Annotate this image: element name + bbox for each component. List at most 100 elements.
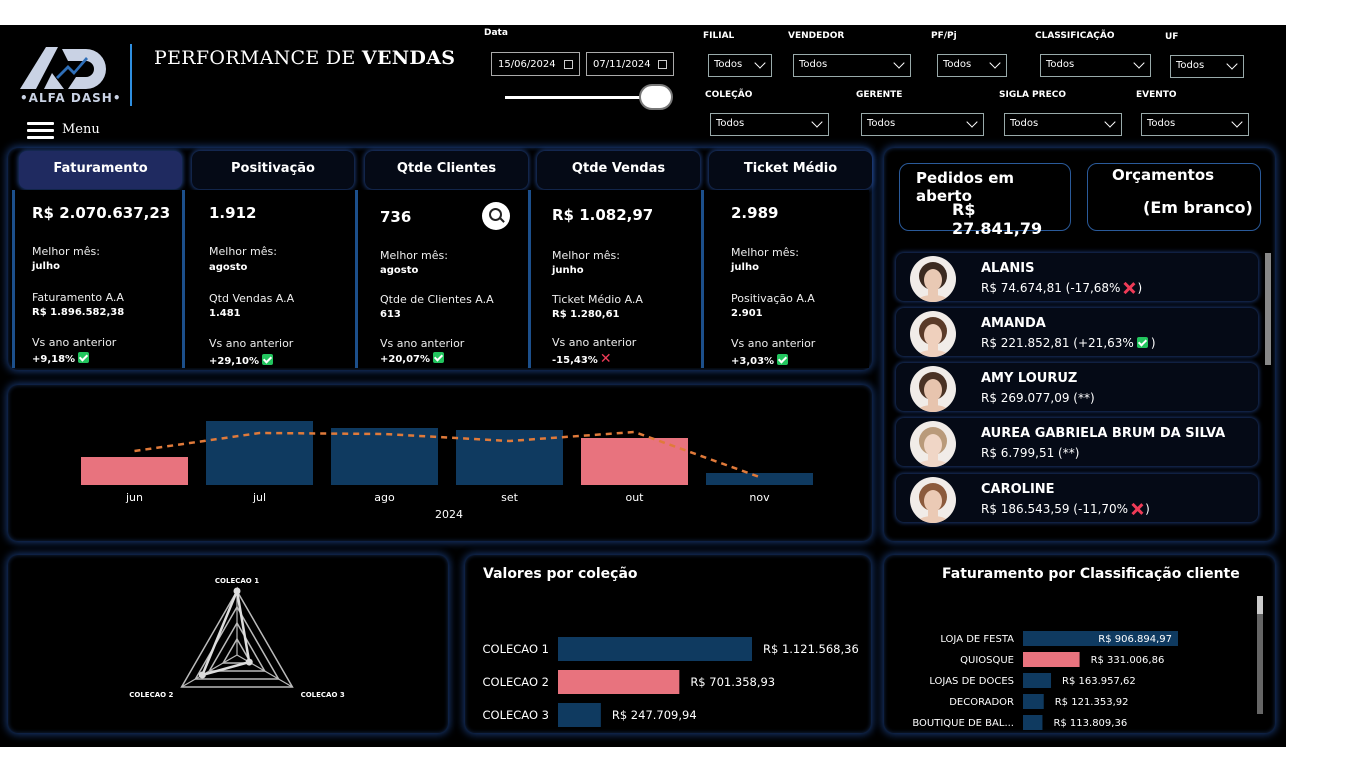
radar-point[interactable]: [198, 671, 206, 679]
classification-bar[interactable]: [1023, 673, 1052, 688]
kpi-vs-label: Vs ano anterior: [731, 337, 816, 350]
kpi-vs-label: Vs ano anterior: [32, 336, 117, 349]
collection-bar[interactable]: [558, 670, 680, 694]
filter-colecao-dropdown[interactable]: Todos: [710, 113, 829, 136]
avatar: [910, 477, 956, 523]
filter-pfpj-dropdown[interactable]: Todos: [937, 54, 1007, 77]
filter-vendedor-dropdown[interactable]: Todos: [793, 54, 911, 77]
seller-name: AMY LOURUZ: [981, 371, 1078, 386]
radar-series: [200, 586, 251, 677]
radar-panel: COLECAO 1 COLECAO 2 COLECAO 3: [8, 555, 448, 733]
filter-label-uf: UF: [1165, 32, 1179, 42]
collection-chart-title: Valores por coleção: [483, 566, 638, 582]
date-slider-track[interactable]: [505, 96, 652, 99]
month-bar-jun[interactable]: [81, 457, 188, 485]
date-start-input[interactable]: 15/06/2024: [491, 52, 580, 76]
kpi-prev-label: Faturamento A.A: [32, 291, 124, 304]
kpi-best-label: Melhor mês:: [731, 246, 799, 259]
tab-positivacao[interactable]: Positivação: [192, 151, 354, 189]
seller-card[interactable]: ALANIS R$ 74.674,81 (-17,68%): [896, 253, 1258, 302]
kpi-prev-value: 2.901: [731, 308, 763, 319]
filter-gerente-dropdown[interactable]: Todos: [861, 113, 984, 136]
collection-label: COLECAO 2: [483, 675, 549, 689]
month-tick-label: ago: [374, 491, 395, 504]
collection-bar[interactable]: [558, 703, 601, 727]
classification-panel: Faturamento por Classificação cliente LO…: [884, 555, 1275, 733]
calendar-icon: [658, 59, 667, 69]
seller-card[interactable]: AUREA GABRIELA BRUM DA SILVA R$ 6.799,51 …: [896, 418, 1258, 467]
tab-qtde-clientes[interactable]: Qtde Clientes: [365, 151, 528, 189]
collection-bar[interactable]: [558, 637, 752, 661]
check-icon: [433, 352, 445, 363]
collection-panel: Valores por coleção COLECAO 1 R$ 1.121.56…: [465, 555, 871, 733]
month-bar-set[interactable]: [456, 430, 563, 485]
classification-bar[interactable]: [1023, 652, 1080, 667]
radar-chart: COLECAO 1 COLECAO 2 COLECAO 3: [129, 577, 345, 699]
radar-grid-ring: [180, 589, 294, 688]
kpi-best-label: Melhor mês:: [380, 249, 448, 262]
filter-classificacao-dropdown[interactable]: Todos: [1040, 54, 1151, 77]
classification-bar[interactable]: [1023, 631, 1178, 646]
filter-label-colecao: COLEÇÃO: [705, 90, 753, 100]
menu-icon[interactable]: [27, 122, 54, 139]
classification-label: QUIOSQUE: [960, 655, 1014, 666]
tab-ticket-medio[interactable]: Ticket Médio: [709, 151, 872, 189]
check-icon: [1136, 337, 1148, 348]
dashboard: •ALFA DASH• PERFORMANCE DE VENDAS Menu D…: [0, 25, 1286, 747]
tab-faturamento[interactable]: Faturamento: [19, 151, 182, 189]
brand-name: •ALFA DASH•: [20, 91, 122, 105]
month-bar-jul[interactable]: [206, 421, 313, 485]
seller-list-scrollbar[interactable]: [1265, 253, 1271, 365]
seller-value: R$ 74.674,81 (-17,68%): [981, 281, 1143, 295]
kpi-vs-value: -15,43% ✕: [552, 351, 612, 367]
classification-bar[interactable]: [1023, 715, 1043, 730]
seller-card[interactable]: AMANDA R$ 221.852,81 (+21,63%): [896, 308, 1258, 357]
month-bar-ago[interactable]: [331, 428, 438, 485]
classification-scrollbar[interactable]: [1257, 596, 1263, 714]
date-slider-handle[interactable]: [639, 84, 673, 110]
radar-axis-label: COLECAO 1: [215, 577, 259, 585]
classification-bar[interactable]: [1023, 694, 1044, 709]
filter-label-pfpj: PF/Pj: [931, 31, 957, 41]
seller-name: ALANIS: [981, 261, 1035, 276]
filter-label-vendedor: VENDEDOR: [788, 31, 845, 41]
filter-label-sigla: SIGLA PRECO: [999, 90, 1066, 100]
seller-name: AMANDA: [981, 316, 1046, 331]
classification-scroll-thumb[interactable]: [1257, 596, 1263, 614]
classification-label: LOJAS DE DOCES: [929, 676, 1014, 687]
kpi-ticket-medio: 2.989 Melhor mês: julho Positivação A.A …: [701, 190, 869, 368]
classification-value: R$ 331.006,86: [1091, 655, 1165, 666]
filter-filial-dropdown[interactable]: Todos: [708, 54, 772, 77]
monthly-chart-panel: jun jul ago set out nov 2024: [8, 385, 872, 541]
seller-name: AUREA GABRIELA BRUM DA SILVA: [981, 426, 1226, 441]
month-bar-nov[interactable]: [706, 473, 813, 485]
avatar: [910, 311, 956, 357]
cross-icon: [1131, 503, 1142, 514]
budgets-label: Orçamentos: [1112, 166, 1215, 184]
seller-card[interactable]: AMY LOURUZ R$ 269.077,09 (**): [896, 363, 1258, 412]
tab-qtde-vendas[interactable]: Qtde Vendas: [537, 151, 700, 189]
collection-value: R$ 1.121.568,36: [763, 642, 859, 656]
chevron-down-icon: [1104, 116, 1116, 128]
menu-label[interactable]: Menu: [62, 122, 100, 137]
cross-icon: ✕: [599, 351, 612, 367]
radar-point[interactable]: [233, 587, 241, 595]
filter-sigla-dropdown[interactable]: Todos: [1004, 113, 1122, 136]
kpi-value: R$ 1.082,97: [552, 206, 654, 224]
radar-point[interactable]: [245, 658, 253, 666]
header-divider: [130, 44, 132, 106]
chevron-down-icon: [754, 57, 766, 69]
chevron-down-icon: [966, 116, 978, 128]
kpi-prev-label: Ticket Médio A.A: [552, 293, 643, 306]
filter-label-gerente: GERENTE: [856, 90, 903, 100]
filter-evento-dropdown[interactable]: Todos: [1141, 113, 1249, 136]
filter-uf-dropdown[interactable]: Todos: [1170, 55, 1244, 78]
open-orders-label: Pedidos em aberto: [916, 169, 1015, 205]
collection-bar-chart: COLECAO 1 R$ 1.121.568,36 COLECAO 2 R$ 701.…: [483, 637, 859, 727]
search-icon[interactable]: [482, 202, 510, 230]
avatar: [910, 421, 956, 467]
kpi-value: 736: [380, 208, 412, 226]
date-end-input[interactable]: 07/11/2024: [586, 52, 674, 76]
seller-card[interactable]: CAROLINE R$ 186.543,59 (-11,70%): [896, 474, 1258, 523]
classification-value: R$ 906.894,97: [1098, 634, 1172, 645]
